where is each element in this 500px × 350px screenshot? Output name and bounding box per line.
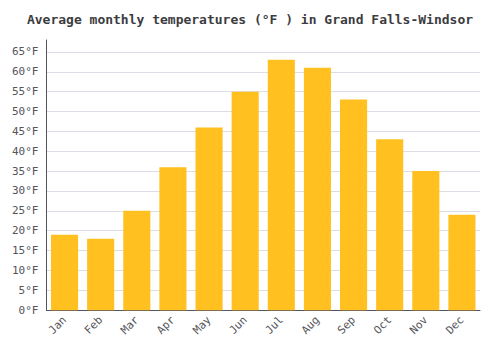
svg-text:25°F: 25°F — [12, 204, 39, 217]
svg-text:0°F: 0°F — [19, 304, 39, 317]
svg-text:20°F: 20°F — [12, 224, 39, 237]
svg-text:5°F: 5°F — [19, 284, 39, 297]
svg-text:Apr: Apr — [154, 313, 177, 336]
svg-text:15°F: 15°F — [12, 244, 39, 257]
svg-text:50°F: 50°F — [12, 105, 39, 118]
svg-text:60°F: 60°F — [12, 65, 39, 78]
svg-text:30°F: 30°F — [12, 184, 39, 197]
svg-text:Nov: Nov — [407, 313, 430, 336]
svg-text:65°F: 65°F — [12, 45, 39, 58]
svg-text:Jul: Jul — [263, 314, 286, 337]
svg-text:Mar: Mar — [118, 313, 141, 336]
svg-text:55°F: 55°F — [12, 85, 39, 98]
svg-text:Dec: Dec — [443, 314, 466, 337]
svg-text:Jan: Jan — [46, 314, 69, 337]
svg-text:10°F: 10°F — [12, 264, 39, 277]
svg-text:Aug: Aug — [299, 314, 322, 337]
svg-text:35°F: 35°F — [12, 165, 39, 178]
svg-text:Feb: Feb — [82, 314, 105, 337]
svg-text:Jun: Jun — [227, 314, 250, 337]
svg-text:Sep: Sep — [335, 314, 358, 337]
svg-text:40°F: 40°F — [12, 145, 39, 158]
svg-text:Average monthly temperatures (: Average monthly temperatures (°F ) in Gr… — [27, 12, 473, 27]
svg-text:45°F: 45°F — [12, 125, 39, 138]
svg-text:May: May — [190, 313, 213, 336]
svg-text:Oct: Oct — [371, 314, 394, 337]
